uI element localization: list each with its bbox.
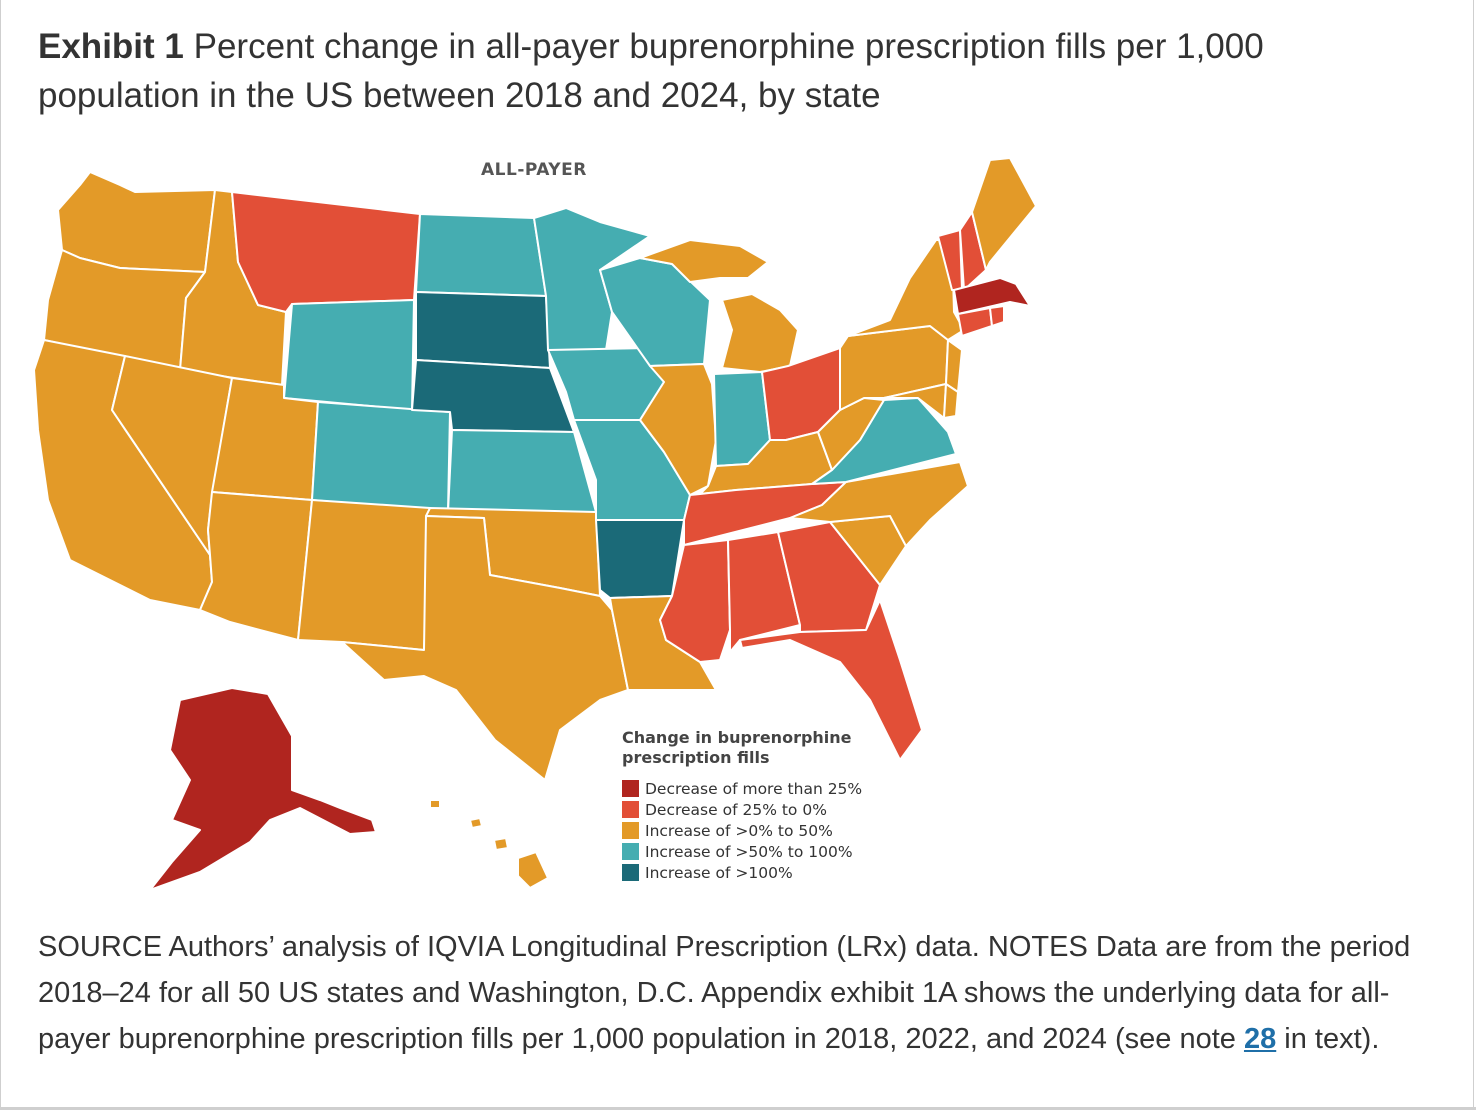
state-ND [415,213,547,297]
state-SD [415,291,551,369]
state-HI-3 [469,817,483,829]
exhibit-label: Exhibit 1 [38,27,184,66]
legend-label: Increase of >100% [645,863,793,882]
legend-item: Increase of >50% to 100% [622,841,862,862]
legend-swatch [622,843,639,860]
legend-list: Decrease of more than 25% Decrease of 25… [622,778,862,883]
note-28-link[interactable]: 28 [1243,1023,1277,1055]
state-HI [517,851,549,889]
notes-text: SOURCE Authors’ analysis of IQVIA Longit… [38,931,1411,1055]
us-state-map [33,157,1037,891]
source-notes: SOURCE Authors’ analysis of IQVIA Longit… [38,924,1448,1062]
legend-title: Change in buprenorphine prescription fil… [622,728,852,767]
state-NC [789,461,969,547]
state-MT [231,191,421,313]
legend-label: Increase of >50% to 100% [645,842,853,861]
legend-swatch [622,864,639,881]
exhibit-title-text: Percent change in all-payer buprenorphin… [38,27,1264,115]
legend-item: Decrease of more than 25% [622,778,862,799]
state-CO [311,401,451,513]
legend-item: Decrease of 25% to 0% [622,799,862,820]
legend-label: Decrease of more than 25% [645,779,863,798]
state-WY [283,299,415,411]
map-legend: Change in buprenorphine prescription fil… [622,728,862,883]
notes-text-end: in text). [1276,1023,1380,1055]
state-TX [341,515,629,781]
legend-item: Increase of >100% [622,862,862,883]
state-AR [595,519,685,599]
state-MI-lower [721,293,799,373]
bottom-rule [0,1107,1476,1110]
state-RI [989,305,1005,327]
legend-item: Increase of >0% to 50% [622,820,862,841]
map-label: ALL-PAYER [481,160,587,180]
legend-swatch [622,780,639,797]
exhibit-title: Exhibit 1 Percent change in all-payer bu… [38,22,1418,120]
state-KS [447,429,597,513]
state-NM [297,499,431,651]
state-AZ [199,491,313,641]
state-FL [739,599,923,761]
legend-label: Decrease of 25% to 0% [645,800,827,819]
state-HI-2 [493,837,509,851]
state-MI [639,239,769,283]
legend-swatch [622,822,639,839]
state-AK [149,687,377,891]
legend-label: Increase of >0% to 50% [645,821,833,840]
state-IL [639,363,717,496]
state-CT [957,307,993,337]
state-ME [971,157,1037,271]
legend-swatch [622,801,639,818]
state-HI-4 [429,799,441,809]
state-DE [943,383,959,419]
state-NJ [945,339,963,393]
state-WA [57,171,216,273]
